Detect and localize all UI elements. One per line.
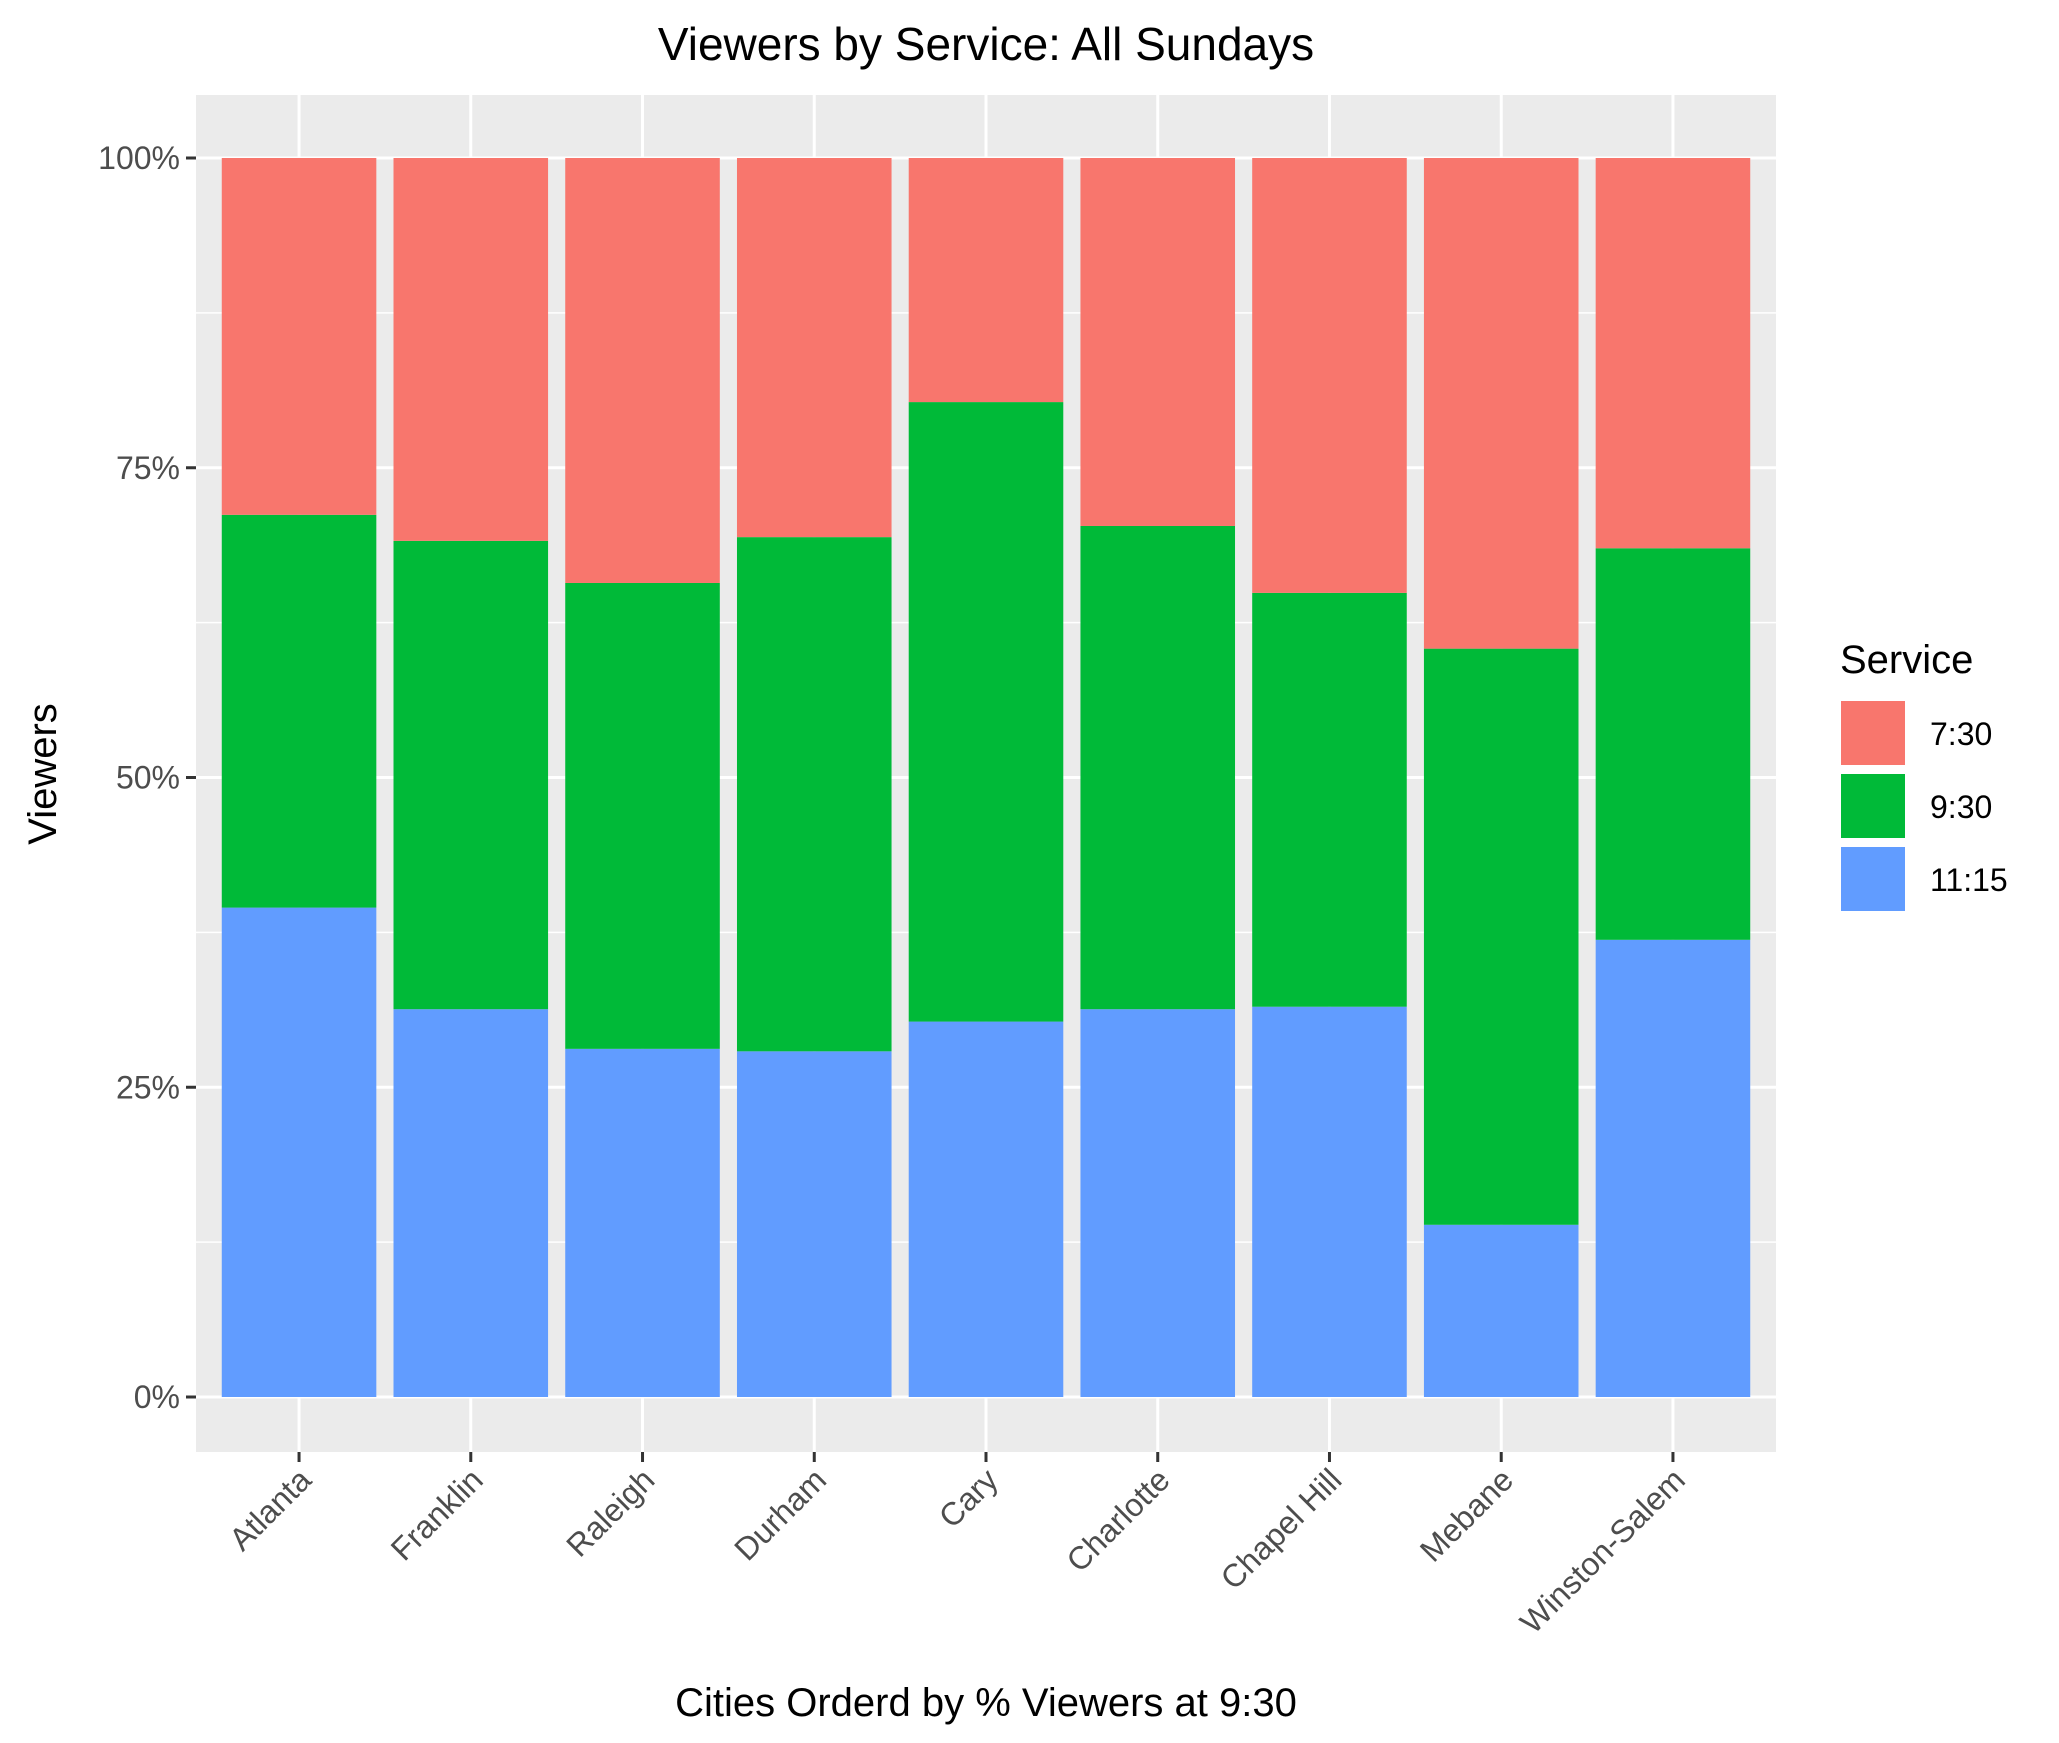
y-axis-title: Viewers [21, 703, 65, 845]
x-axis-title: Cities Orderd by % Viewers at 9:30 [675, 1681, 1297, 1725]
y-tick-label: 50% [116, 760, 180, 796]
bar-segment [393, 540, 549, 1010]
bar-segment [1252, 158, 1407, 593]
x-tick-label: Franklin [384, 1461, 490, 1567]
bar-segment [736, 537, 892, 1052]
legend-title: Service [1840, 638, 1973, 682]
legend-label: 7:30 [1930, 716, 1992, 752]
bar-segment [221, 907, 377, 1397]
legend-label: 11:15 [1930, 862, 2008, 898]
bar-segment [1595, 548, 1751, 940]
bar-segment [1080, 158, 1236, 526]
bar-segment [1595, 158, 1751, 549]
x-tick-label: Durham [727, 1461, 833, 1567]
x-tick-label: Mebane [1413, 1461, 1520, 1568]
bar-segment [1423, 648, 1579, 1225]
y-tick-label: 25% [116, 1069, 180, 1105]
x-tick-label: Raleigh [559, 1461, 661, 1563]
x-tick-label: Chapel Hill [1214, 1461, 1349, 1596]
bar-segment [1080, 525, 1236, 1010]
x-tick-label: Winston-Salem [1513, 1461, 1692, 1640]
x-axis-ticks: Atlanta Franklin Raleigh Durham Cary Charlott… [222, 1452, 1692, 1640]
y-tick-label: 75% [116, 450, 180, 486]
bar-segment [1252, 592, 1407, 1007]
bar-segment [221, 514, 377, 908]
bar-segment [736, 158, 892, 538]
bar-segment [908, 158, 1064, 403]
bar-segment [221, 158, 377, 515]
legend: Service 7:30 9:30 11:15 [1839, 638, 2008, 913]
legend-key [1839, 845, 1907, 913]
bar-segment [393, 158, 549, 541]
bar-segment [1595, 939, 1751, 1397]
y-tick-label: 100% [98, 140, 180, 176]
bar-segment [393, 1009, 549, 1397]
legend-key [1839, 699, 1907, 767]
legend-label: 9:30 [1930, 789, 1992, 825]
y-tick-label: 0% [134, 1379, 180, 1415]
bar-segment [1423, 158, 1579, 649]
bar-segment [908, 1021, 1064, 1397]
bar-segment [1423, 1224, 1579, 1397]
y-axis-ticks: 0% 25% 50% 75% 100% [98, 140, 196, 1415]
bar-segment [565, 1048, 720, 1397]
chart-title: Viewers by Service: All Sundays [658, 18, 1314, 70]
legend-key [1839, 772, 1907, 840]
bar-segment [565, 582, 720, 1049]
bar-segment [1252, 1006, 1407, 1397]
bars [221, 158, 1751, 1397]
x-tick-label: Charlotte [1059, 1461, 1176, 1578]
bar-segment [565, 158, 720, 583]
x-tick-label: Cary [932, 1461, 1005, 1534]
bar-segment [908, 402, 1064, 1022]
bar-segment [1080, 1009, 1236, 1397]
bar-segment [736, 1051, 892, 1397]
x-tick-label: Atlanta [222, 1461, 318, 1557]
